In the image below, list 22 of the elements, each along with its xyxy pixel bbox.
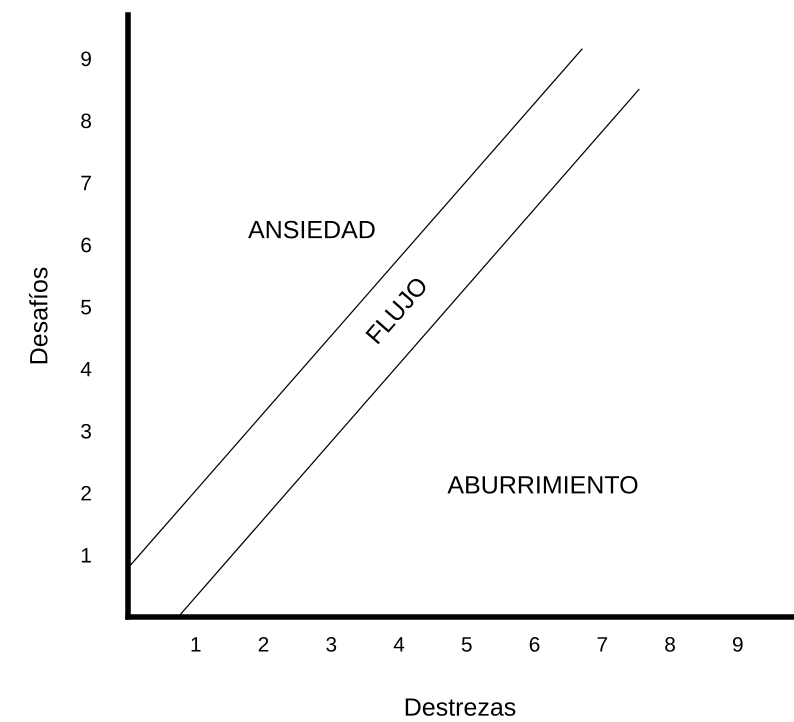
x-tick-label: 8	[665, 636, 675, 652]
x-tick-label: 4	[394, 637, 404, 652]
y-tick-label: 2	[81, 486, 91, 500]
y-tick-label: 5	[81, 300, 92, 314]
x-tick-label: 9	[732, 636, 743, 652]
x-tick-label: 3	[326, 636, 336, 652]
x-tick-label: 6	[530, 636, 540, 652]
y-axis-title: Desafíos	[28, 268, 48, 364]
y-tick-label: 3	[81, 424, 91, 439]
y-tick-label: 1	[82, 548, 91, 562]
x-tick-label: 2	[258, 636, 268, 652]
x-axis-title: Destrezas	[406, 698, 516, 716]
y-tick-label: 4	[80, 362, 92, 376]
annotation: ABURRIMIENTO	[447, 476, 638, 494]
y-tick-label: 8	[81, 114, 91, 128]
x-tick-label: 7	[598, 637, 608, 652]
y-tick-label: 6	[81, 238, 91, 252]
y-tick-label: 7	[81, 176, 91, 190]
x-tick-label: 1	[192, 637, 201, 652]
x-tick-label: 5	[462, 637, 472, 652]
annotation: ANSIEDAD	[248, 220, 375, 238]
y-tick-label: 9	[81, 51, 91, 66]
